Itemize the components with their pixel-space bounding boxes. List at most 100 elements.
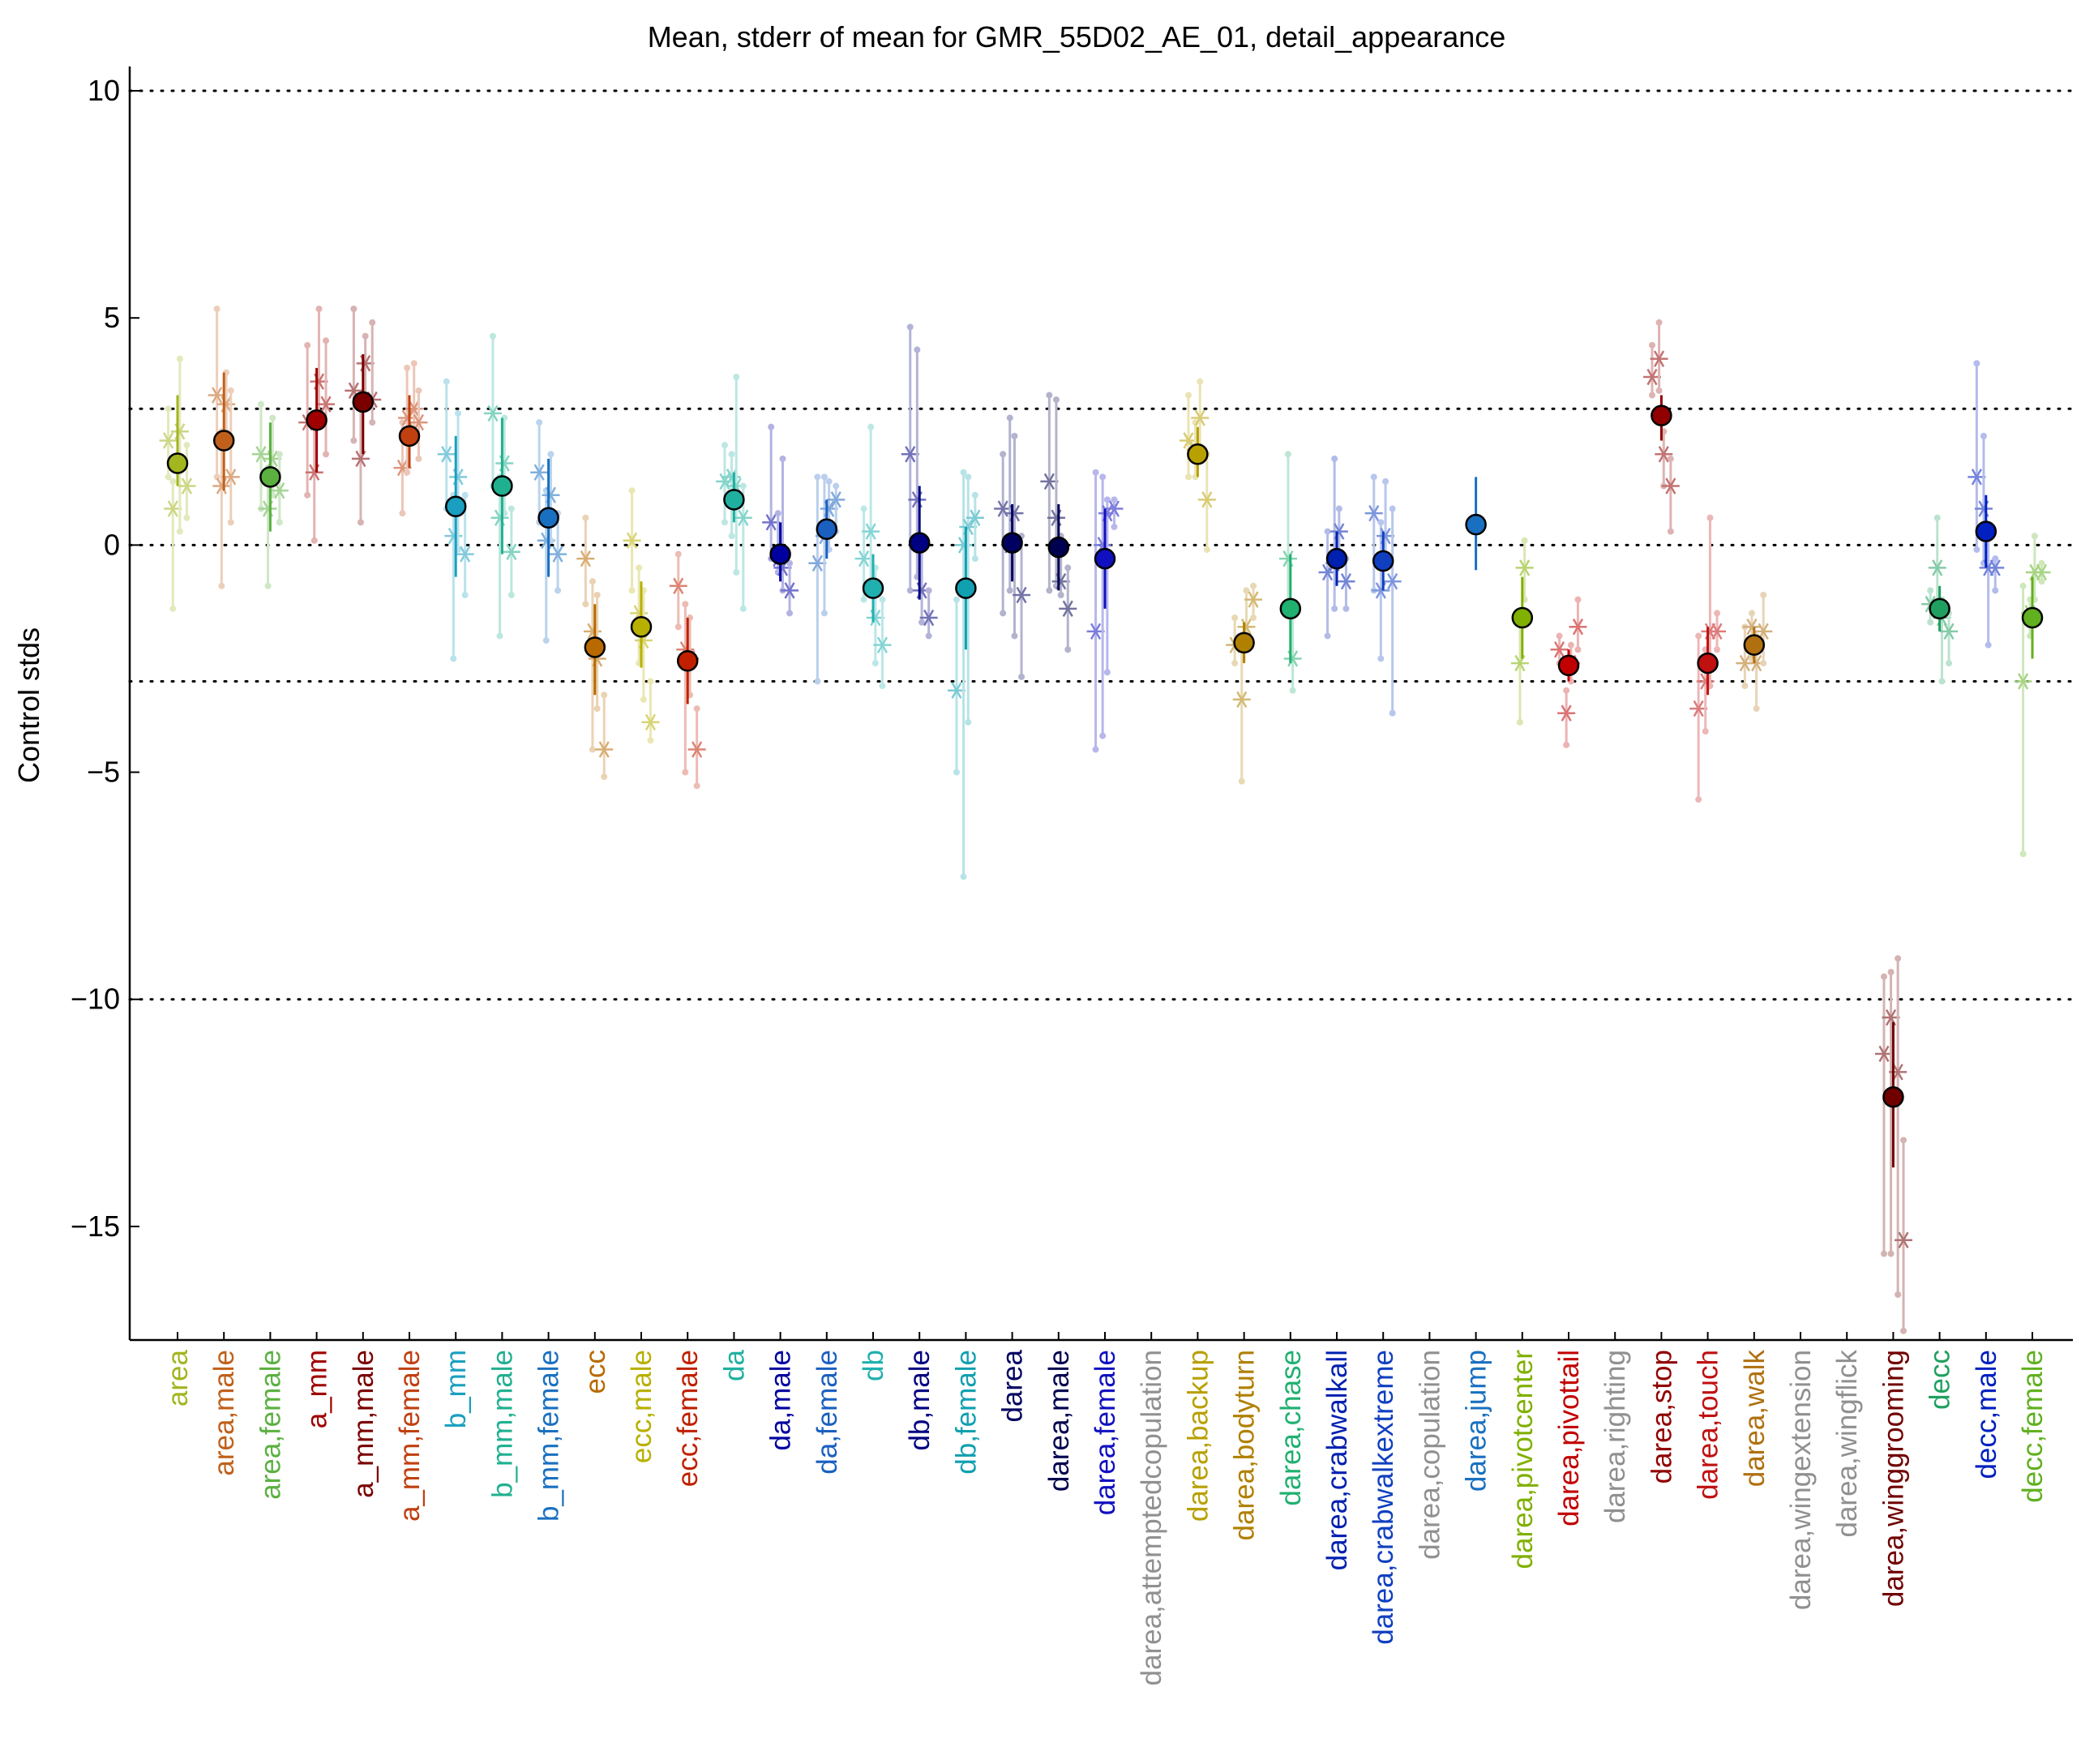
replicate-marker xyxy=(1244,582,1263,622)
replicate-range-min xyxy=(640,696,647,703)
replicate-range-min xyxy=(906,587,914,594)
replicate-star-stroke xyxy=(460,546,471,563)
replicate-star-stroke xyxy=(865,523,876,540)
replicate-range-max xyxy=(820,473,828,481)
replicate-range-min xyxy=(176,528,183,535)
axes xyxy=(128,66,2073,1342)
replicate-star-stroke xyxy=(1194,409,1205,426)
category-label: darea,copulation xyxy=(1414,1350,1445,1560)
replicate-range-min xyxy=(1064,646,1072,653)
mean-marker xyxy=(1651,395,1672,441)
category-label: ecc xyxy=(580,1350,611,1394)
replicate-range-max xyxy=(1197,378,1204,385)
replicate-range-max xyxy=(582,514,589,521)
replicate-star-stroke xyxy=(255,446,267,463)
replicate-star-stroke xyxy=(167,500,178,517)
replicate-range-max xyxy=(1006,414,1013,422)
replicate-range-min xyxy=(1702,728,1709,735)
replicate-range-min xyxy=(728,533,735,540)
replicate-range-max xyxy=(1243,587,1250,594)
mean-point xyxy=(306,409,328,431)
replicate-range-min xyxy=(1111,523,1118,530)
replicate-range-min xyxy=(879,683,886,690)
replicate-range-max xyxy=(693,705,700,713)
replicate-range-min xyxy=(1250,614,1257,622)
mean-point xyxy=(955,577,977,599)
replicate-range-min xyxy=(1046,587,1053,594)
y-tick-label: 0 xyxy=(104,528,120,561)
category-label: darea,male xyxy=(1043,1350,1075,1492)
category-label: darea,stop xyxy=(1646,1350,1677,1484)
replicate-star-stroke xyxy=(1340,573,1352,590)
replicate-range-min xyxy=(507,592,515,599)
replicate-range-max xyxy=(1250,582,1257,589)
replicate-range-min xyxy=(1389,709,1396,717)
mean-point xyxy=(1651,405,1672,426)
replicate-range-min xyxy=(169,605,177,612)
replicate-star-stroke xyxy=(1989,559,2001,576)
y-tick-label: 10 xyxy=(88,74,120,107)
replicate-range-min xyxy=(601,773,608,781)
replicate-star-stroke xyxy=(1287,650,1299,667)
replicate-range-min xyxy=(674,623,682,631)
replicate-marker xyxy=(1557,687,1576,748)
replicate-range-max xyxy=(1899,1137,1907,1144)
replicate-star-stroke xyxy=(673,577,684,594)
replicate-range-max xyxy=(971,491,978,499)
x-ticks xyxy=(177,1332,2033,1340)
replicate-range-min xyxy=(1985,641,1992,649)
mean-marker xyxy=(723,472,745,523)
replicate-marker xyxy=(164,477,182,612)
replicate-range-min xyxy=(1099,732,1107,739)
replicate-range-max xyxy=(1331,455,1338,462)
replicate-range-max xyxy=(1714,610,1721,617)
replicate-marker xyxy=(623,487,641,594)
replicate-range-max xyxy=(276,451,283,458)
replicate-star-stroke xyxy=(212,387,223,404)
replicate-range-min xyxy=(1946,660,1953,667)
mean-marker xyxy=(1325,531,1348,586)
mean-marker xyxy=(1929,585,1950,632)
replicate-range-min xyxy=(628,587,636,594)
mean-marker xyxy=(1047,503,1070,591)
replicate-range-max xyxy=(350,305,358,312)
replicate-marker xyxy=(1894,1137,1912,1334)
replicate-range-min xyxy=(1695,796,1702,803)
replicate-range-max xyxy=(867,423,875,430)
replicate-range-min xyxy=(1018,673,1026,680)
mean-point xyxy=(1882,1085,1904,1108)
category-label: da xyxy=(718,1349,750,1381)
replicate-range-min xyxy=(647,737,654,744)
replicate-star-stroke xyxy=(784,582,795,599)
category-label: area,male xyxy=(208,1350,240,1476)
replicate-range-max xyxy=(536,419,543,426)
replicate-range-max xyxy=(176,355,183,362)
mean-point xyxy=(1929,597,1950,620)
y-tick-label: 5 xyxy=(104,301,120,334)
replicate-star-stroke xyxy=(923,609,935,627)
replicate-range-min xyxy=(593,705,601,713)
replicate-range-max xyxy=(1103,496,1111,503)
category-label: a_mm xyxy=(302,1350,333,1428)
replicate-range-max xyxy=(925,587,932,594)
replicate-star-stroke xyxy=(1201,491,1213,508)
replicate-range-max xyxy=(728,451,735,458)
mean-point xyxy=(537,507,559,529)
mean-point xyxy=(1094,547,1116,570)
replicate-range-max xyxy=(410,360,417,367)
mean-marker xyxy=(1743,627,1766,664)
mean-marker xyxy=(352,354,375,455)
replicate-range-max xyxy=(1927,587,1934,594)
replicate-star-stroke xyxy=(1248,591,1259,608)
replicate-marker xyxy=(669,550,687,631)
mean-marker xyxy=(1465,477,1487,571)
replicate-range-min xyxy=(1899,1327,1907,1334)
replicate-range-min xyxy=(304,491,311,499)
replicate-range-max xyxy=(1667,455,1674,462)
category-label: b_mm,female xyxy=(533,1350,565,1522)
replicate-range-min xyxy=(1516,718,1523,726)
replicate-star-stroke xyxy=(692,741,703,758)
replicate-marker xyxy=(1278,451,1297,617)
replicate-range-max xyxy=(1064,564,1072,572)
